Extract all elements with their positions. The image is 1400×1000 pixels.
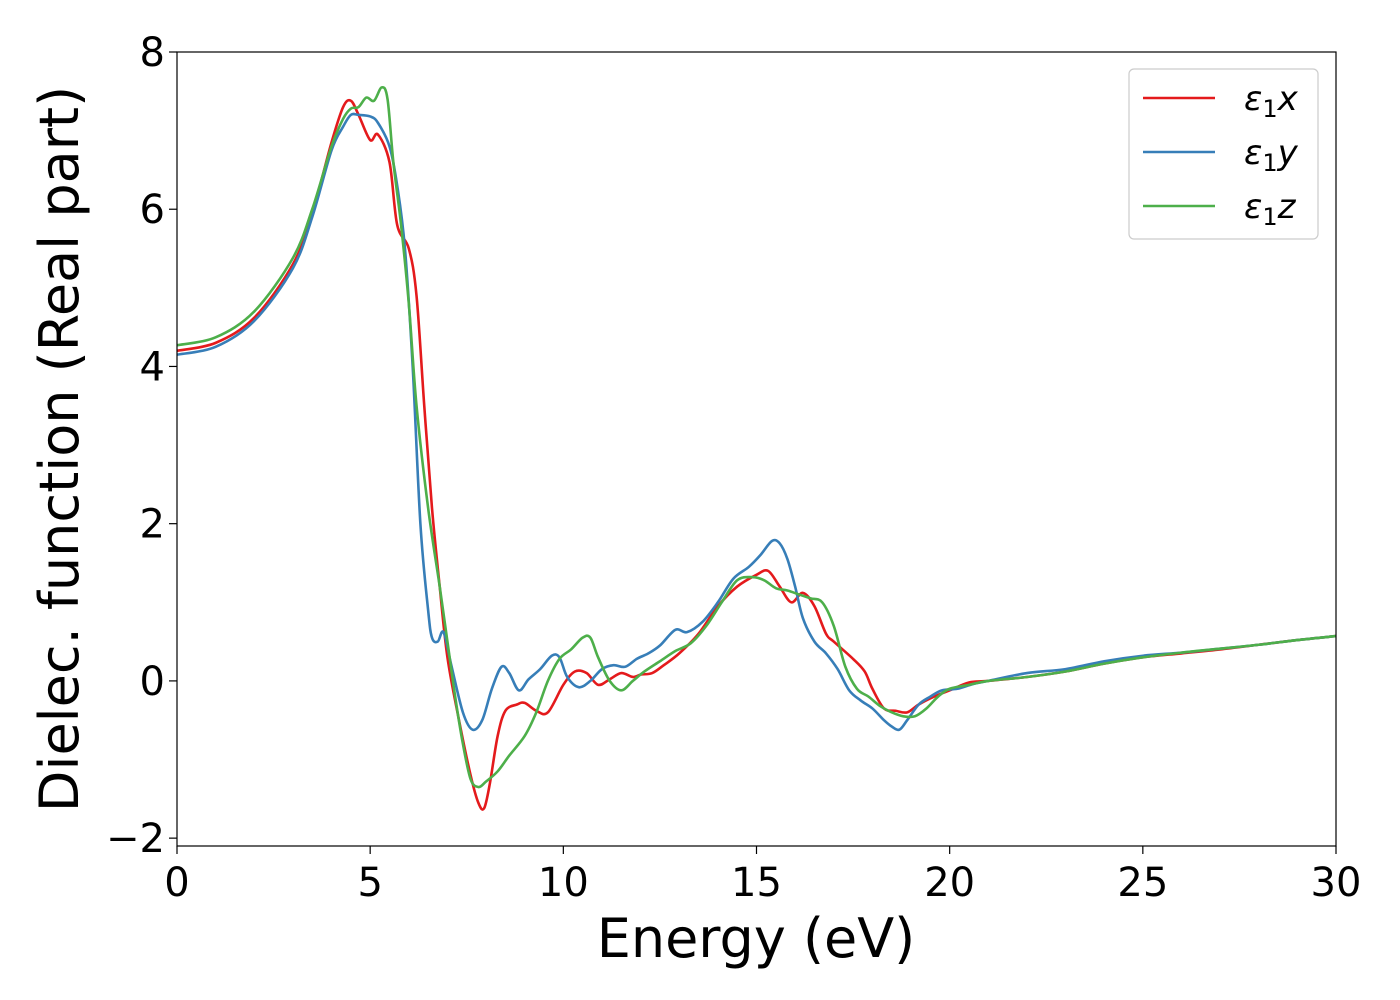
legend-label-z: ε1z bbox=[1244, 187, 1297, 231]
x-tick-label: 10 bbox=[538, 860, 589, 906]
legend-label-base: ε bbox=[1244, 79, 1262, 119]
legend-label-variable: x bbox=[1277, 79, 1299, 119]
x-axis-label: Energy (eV) bbox=[597, 907, 916, 970]
x-tick-label: 30 bbox=[1311, 860, 1362, 906]
legend-label-variable: z bbox=[1277, 187, 1297, 227]
y-tick-label: 6 bbox=[140, 187, 165, 233]
legend-label-y: ε1y bbox=[1244, 133, 1299, 177]
y-tick-label: 4 bbox=[140, 344, 165, 390]
y-axis-label: Dielec. function (Real part) bbox=[28, 86, 91, 812]
series-group bbox=[177, 86, 1336, 811]
x-tick-label: 15 bbox=[731, 860, 782, 906]
legend-label-x: ε1x bbox=[1244, 79, 1299, 123]
y-tick-label: 2 bbox=[140, 502, 165, 548]
x-axis: 0 5 10 15 20 25 30 bbox=[164, 846, 1361, 906]
legend-label-subscript: 1 bbox=[1262, 95, 1277, 123]
legend-label-base: ε bbox=[1244, 133, 1262, 173]
legend-label-variable: y bbox=[1277, 133, 1299, 173]
legend-box bbox=[1128, 68, 1319, 240]
x-tick-label: 20 bbox=[924, 860, 975, 906]
y-axis: −2 0 2 4 6 8 bbox=[106, 30, 177, 862]
x-tick-label: 25 bbox=[1117, 860, 1168, 906]
y-tick-label: 0 bbox=[140, 659, 165, 705]
legend-label-subscript: 1 bbox=[1262, 149, 1277, 177]
x-tick-label: 0 bbox=[164, 860, 189, 906]
y-tick-label: −2 bbox=[106, 816, 165, 862]
series-line-y bbox=[177, 112, 1336, 732]
x-tick-label: 5 bbox=[357, 860, 382, 906]
legend-label-subscript: 1 bbox=[1262, 203, 1277, 231]
y-tick-label: 8 bbox=[140, 30, 165, 76]
series-line-x bbox=[177, 98, 1336, 811]
series-line-z bbox=[177, 86, 1336, 789]
legend-label-base: ε bbox=[1244, 187, 1262, 227]
